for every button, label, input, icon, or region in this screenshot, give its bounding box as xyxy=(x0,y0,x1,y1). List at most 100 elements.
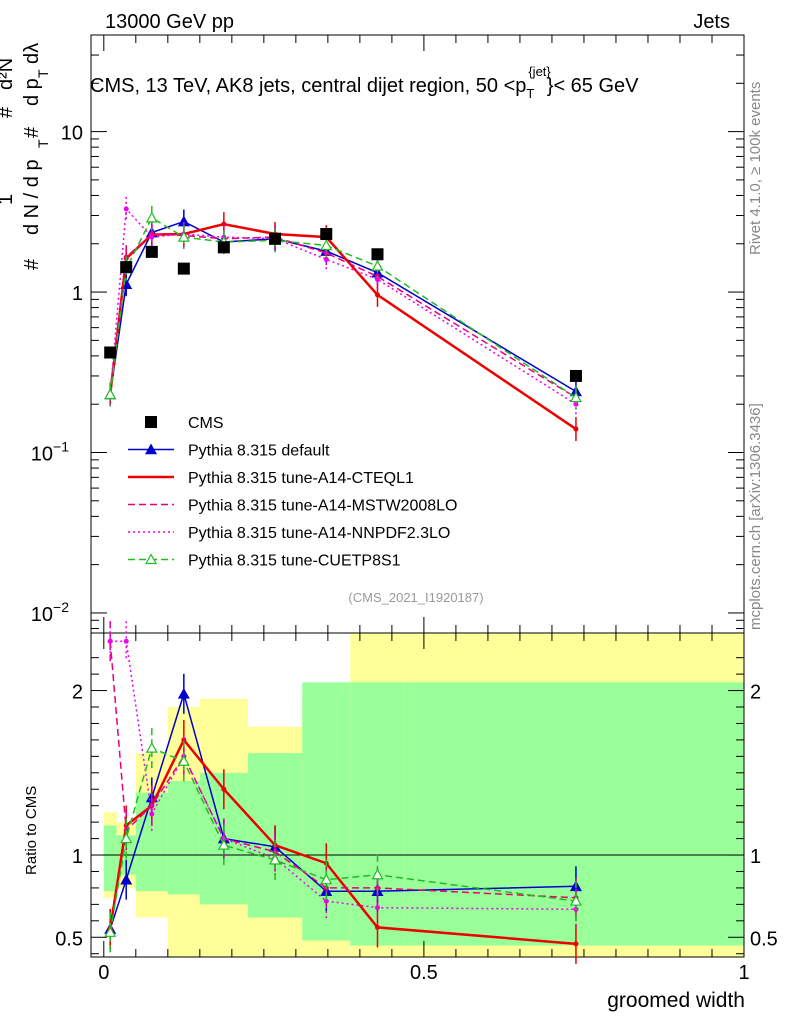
series-marker xyxy=(320,873,333,885)
legend-marker xyxy=(145,443,157,455)
series-marker xyxy=(569,894,582,906)
band-inner xyxy=(404,682,744,946)
data-point xyxy=(371,248,384,261)
series-line-ratio xyxy=(109,747,577,933)
series-marker xyxy=(177,687,190,699)
series-marker xyxy=(123,206,129,212)
plot-title: CMS, 13 TeV, AK8 jets, central dijet reg… xyxy=(90,64,639,101)
series-marker xyxy=(177,215,190,227)
header-right: Jets xyxy=(693,11,730,33)
series-ratio xyxy=(104,621,582,964)
ratio-tick-label-left: 0.5 xyxy=(55,928,83,950)
plot-title-sub: T xyxy=(526,86,534,101)
svg-text:d N / d p: d N / d p xyxy=(21,159,43,235)
legend-marker xyxy=(144,553,158,565)
data-point xyxy=(177,262,190,275)
x-tick-label: 0 xyxy=(98,962,109,984)
series-marker xyxy=(374,292,380,298)
band-inner xyxy=(103,825,117,892)
series-marker xyxy=(374,905,380,911)
legend-entry: Pythia 8.315 tune-CUETP8S1 xyxy=(188,553,401,570)
series-marker xyxy=(145,211,158,223)
svg-text:#: # xyxy=(21,126,43,138)
series-marker xyxy=(371,868,384,880)
y-tick-label: 10 xyxy=(61,123,83,145)
y-axis-label-bottom: Ratio to CMS xyxy=(23,786,40,875)
data-point xyxy=(120,261,133,274)
side-label-rivet: Rivet 4.1.0, ≥ 100k events xyxy=(747,82,764,255)
series-marker xyxy=(217,838,230,850)
y-axis-label-top: # d N / d p T 1 # d p T dλ # d²N xyxy=(0,43,51,270)
series-marker xyxy=(573,426,579,432)
svg-text:T: T xyxy=(35,69,51,78)
series-marker xyxy=(221,786,227,792)
series-marker xyxy=(323,898,329,904)
svg-text:d p: d p xyxy=(21,78,43,106)
series-marker xyxy=(145,741,158,753)
x-tick-label: 1 xyxy=(738,962,749,984)
plot-title-end: }< 65 GeV xyxy=(547,75,639,97)
ratio-frame xyxy=(90,632,745,958)
series-marker xyxy=(104,926,117,937)
series-marker xyxy=(177,755,190,766)
top-frame xyxy=(90,34,745,634)
series-line-top xyxy=(108,222,577,431)
band-inner xyxy=(167,781,200,895)
series-marker xyxy=(371,259,384,271)
series-marker xyxy=(149,811,155,817)
data-point xyxy=(569,369,582,382)
legend-entry: Pythia 8.315 tune-A14-CTEQL1 xyxy=(188,470,414,487)
legend-entry: Pythia 8.315 tune-A14-MSTW2008LO xyxy=(188,498,457,515)
x-tick-label: 0.5 xyxy=(410,962,438,984)
series-top xyxy=(104,196,582,442)
svg-text:T: T xyxy=(35,139,51,148)
series-marker xyxy=(374,276,380,282)
analysis-id: (CMS_2021_I1920187) xyxy=(348,590,483,605)
svg-text:d²N: d²N xyxy=(0,58,17,90)
ratio-tick-label-left: 2 xyxy=(72,682,83,704)
data-point xyxy=(145,245,158,258)
header-left: 13000 GeV pp xyxy=(105,11,234,33)
data-point xyxy=(104,346,117,359)
data-point xyxy=(320,228,333,241)
ratio-tick-label-right: 0.5 xyxy=(750,928,778,950)
series-marker xyxy=(320,239,333,251)
svg-text:1: 1 xyxy=(0,194,17,205)
legend-entry: Pythia 8.315 tune-A14-NNPDF2.3LO xyxy=(188,525,450,542)
series-marker xyxy=(177,230,190,242)
series-marker xyxy=(120,832,133,844)
x-axis-label: groomed width xyxy=(607,989,745,1012)
series-marker xyxy=(573,401,579,407)
series-marker xyxy=(107,638,113,644)
series-marker xyxy=(123,638,129,644)
y-tick-label: 10−1 xyxy=(31,439,69,466)
side-label-mcplots: mcplots.cern.ch [arXiv:1306.3436] xyxy=(747,403,764,630)
svg-text:#: # xyxy=(0,106,17,118)
ratio-tick-label-left: 1 xyxy=(72,846,83,868)
series-marker xyxy=(323,256,329,262)
series-marker xyxy=(149,234,155,240)
series-marker xyxy=(269,853,282,865)
plot-title-sup: {jet} xyxy=(528,64,551,79)
data-point xyxy=(269,232,282,245)
legend-entry: Pythia 8.315 default xyxy=(188,443,330,460)
series-marker xyxy=(569,391,582,403)
svg-text:#: # xyxy=(21,258,43,270)
ratio-tick-label-right: 2 xyxy=(750,682,761,704)
series-line-top xyxy=(109,220,577,395)
series-marker xyxy=(374,924,380,930)
frames xyxy=(90,34,745,958)
legend-marker xyxy=(145,416,157,428)
series-line-top xyxy=(109,216,577,399)
data-point xyxy=(217,241,230,254)
y-tick-label: 1 xyxy=(72,283,83,305)
series-marker xyxy=(573,941,579,947)
series-marker xyxy=(120,873,133,885)
series-marker xyxy=(221,221,227,227)
legend: CMS Pythia 8.315 default Pythia 8.315 tune… xyxy=(128,415,457,570)
ratio-tick-label-right: 1 xyxy=(750,846,761,868)
svg-text:dλ: dλ xyxy=(21,43,43,64)
series-marker xyxy=(104,388,117,400)
